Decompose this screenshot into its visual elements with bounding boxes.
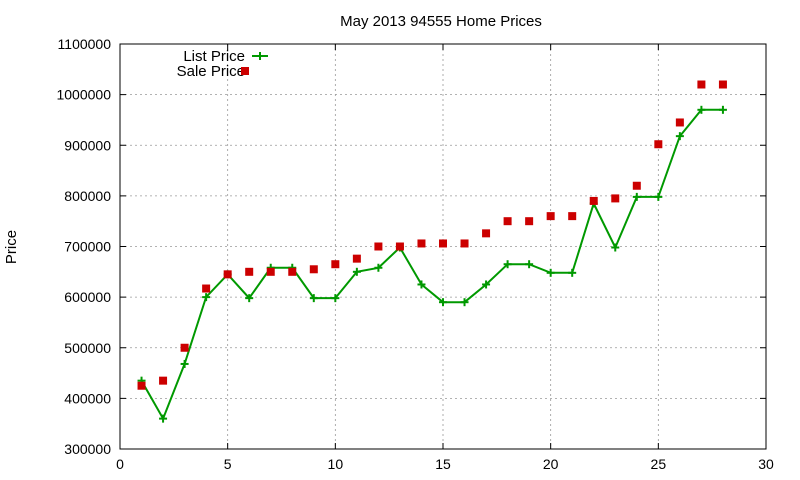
- list-price-point: [568, 268, 577, 277]
- sale-price-point: [202, 284, 211, 293]
- list-price-point: [460, 298, 469, 307]
- x-tick-label: 5: [224, 456, 232, 472]
- list-price-point: [331, 294, 340, 303]
- sale-price-point: [503, 217, 512, 226]
- y-tick-label: 700000: [64, 239, 111, 255]
- sale-price-point: [417, 239, 426, 248]
- list-price-point: [632, 192, 641, 201]
- list-price-point: [417, 280, 426, 289]
- list-price-point: [245, 294, 254, 303]
- list-price-point: [525, 260, 534, 269]
- sale-price-point: [159, 376, 168, 385]
- list-price-point: [546, 268, 555, 277]
- sale-price-point: [309, 265, 318, 274]
- sale-price-point: [288, 267, 297, 276]
- sale-price-point: [718, 80, 727, 89]
- sale-price-point: [374, 242, 383, 251]
- sale-price-point: [589, 196, 598, 205]
- list-price-point: [654, 192, 663, 201]
- sale-price-point: [632, 181, 641, 190]
- list-price-point: [675, 132, 684, 141]
- list-price-point: [202, 293, 211, 302]
- sale-price-point: [245, 267, 254, 276]
- sale-price-point: [395, 242, 404, 251]
- sale-price-point: [697, 80, 706, 89]
- legend: List Price Sale Price: [177, 48, 268, 80]
- axis-ticks: 300000 400000 500000 600000 700000 800000 9000…: [56, 36, 774, 472]
- y-tick-label: 1100000: [58, 36, 112, 52]
- y-axis-label: Price: [3, 230, 20, 264]
- list-price-line: [140, 108, 723, 421]
- sale-price-point: [654, 140, 663, 149]
- sale-price-point: [546, 212, 555, 221]
- x-tick-label: 30: [758, 456, 774, 472]
- list-price-point: [159, 414, 168, 423]
- sale-price-point: [482, 229, 491, 238]
- y-tick-label: 300000: [64, 441, 111, 457]
- sale-price-point: [352, 254, 361, 263]
- legend-label-sale-price: Sale Price: [177, 63, 245, 80]
- y-tick-label: 600000: [64, 289, 111, 305]
- sale-price-point: [137, 381, 146, 390]
- chart-title: May 2013 94555 Home Prices: [340, 13, 542, 30]
- sale-price-point: [439, 239, 447, 248]
- list-price-point: [718, 105, 727, 114]
- y-tick-label: 400000: [64, 390, 111, 406]
- x-tick-label: 10: [328, 456, 344, 472]
- sale-price-point: [460, 239, 469, 248]
- y-tick-label: 500000: [64, 340, 111, 356]
- list-price-point: [611, 243, 620, 252]
- x-tick-label: 15: [435, 456, 451, 472]
- sale-price-point: [525, 217, 534, 226]
- sale-price-point: [675, 118, 684, 127]
- x-tick-label: 25: [651, 456, 667, 472]
- x-tick-label: 20: [543, 456, 559, 472]
- x-tick-label: 0: [116, 456, 124, 472]
- list-price-point: [374, 263, 383, 272]
- series-layer: [137, 80, 727, 423]
- y-tick-label: 900000: [64, 137, 111, 153]
- sale-price-point: [180, 343, 189, 352]
- list-price-point: [439, 298, 447, 307]
- list-price-point: [697, 105, 706, 114]
- list-price-point: [309, 294, 318, 303]
- legend-swatch-list-price: [252, 52, 268, 60]
- sale-price-point: [223, 270, 232, 279]
- sale-price-point: [266, 267, 275, 276]
- list-price-point: [180, 359, 189, 368]
- y-tick-label: 800000: [64, 188, 111, 204]
- sale-price-point: [331, 260, 340, 269]
- sale-price-point: [611, 194, 620, 203]
- list-price-point: [503, 260, 512, 269]
- list-price-point: [352, 267, 361, 276]
- list-price-point: [482, 280, 491, 289]
- y-tick-label: 1000000: [56, 87, 111, 103]
- legend-label-list-price: List Price: [183, 48, 245, 65]
- legend-swatch-sale-price: [241, 67, 249, 75]
- sale-price-point: [568, 212, 577, 221]
